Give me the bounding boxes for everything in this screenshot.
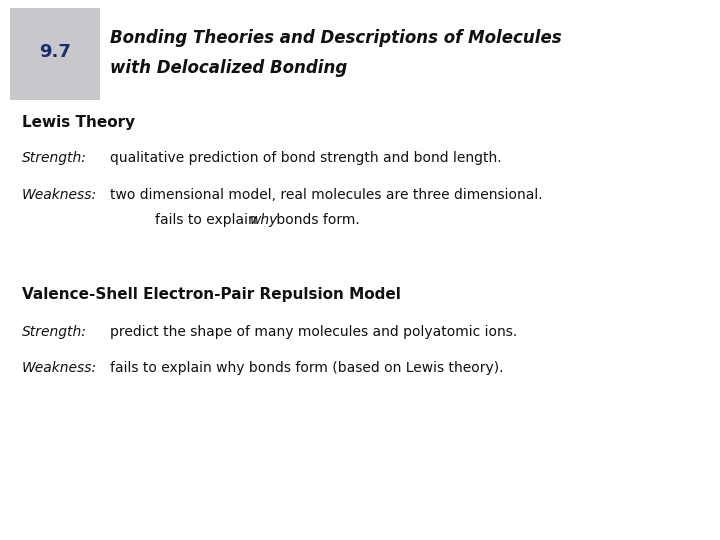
Text: Valence-Shell Electron-Pair Repulsion Model: Valence-Shell Electron-Pair Repulsion Mo…	[22, 287, 401, 302]
Text: with Delocalized Bonding: with Delocalized Bonding	[110, 59, 347, 77]
Text: 9.7: 9.7	[39, 43, 71, 61]
Text: Strength:: Strength:	[22, 325, 87, 339]
Text: Lewis Theory: Lewis Theory	[22, 114, 135, 130]
Text: fails to explain why bonds form (based on Lewis theory).: fails to explain why bonds form (based o…	[110, 361, 503, 375]
Text: predict the shape of many molecules and polyatomic ions.: predict the shape of many molecules and …	[110, 325, 517, 339]
Text: two dimensional model, real molecules are three dimensional.: two dimensional model, real molecules ar…	[110, 188, 543, 202]
FancyBboxPatch shape	[7, 7, 103, 101]
Text: bonds form.: bonds form.	[272, 213, 360, 227]
Text: Weakness:: Weakness:	[22, 361, 97, 375]
Text: fails to explain: fails to explain	[155, 213, 261, 227]
Text: Bonding Theories and Descriptions of Molecules: Bonding Theories and Descriptions of Mol…	[110, 29, 562, 47]
Text: Strength:: Strength:	[22, 151, 87, 165]
Text: Weakness:: Weakness:	[22, 188, 97, 202]
Text: qualitative prediction of bond strength and bond length.: qualitative prediction of bond strength …	[110, 151, 502, 165]
Text: why: why	[250, 213, 279, 227]
